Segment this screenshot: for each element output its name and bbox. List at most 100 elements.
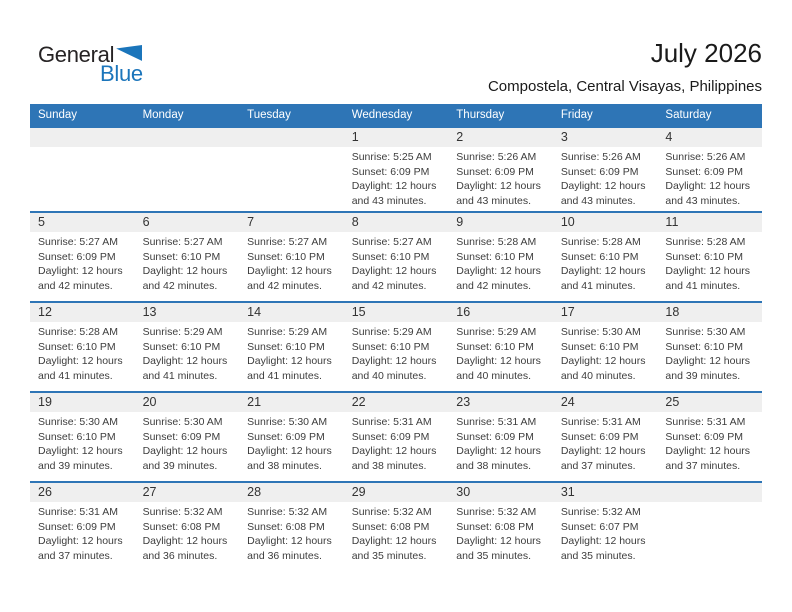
day-cell-23: 23 Sunrise: 5:31 AM Sunset: 6:09 PM Dayligh… [448, 393, 553, 481]
day-number: 4 [657, 128, 762, 147]
daylight-line-2: and 41 minutes. [560, 279, 636, 292]
day-number: 5 [30, 213, 135, 232]
day-details: Sunrise: 5:31 AM Sunset: 6:09 PM Daylight:… [448, 412, 553, 473]
logo-line-1: General [38, 44, 143, 66]
day-cell-24: 24 Sunrise: 5:31 AM Sunset: 6:09 PM Dayligh… [552, 393, 658, 481]
daylight-line-2: and 37 minutes. [38, 549, 113, 562]
day-cell-28: 28 Sunrise: 5:32 AM Sunset: 6:08 PM Dayligh… [239, 483, 344, 571]
page-subtitle: Compostela, Central Visayas, Philippines [487, 78, 762, 95]
week-row-4: 19 Sunrise: 5:30 AM Sunset: 6:10 PM Dayligh… [30, 391, 762, 481]
day-details: Sunrise: 5:32 AM Sunset: 6:08 PM Daylight:… [448, 502, 553, 563]
weekday-header-sunday: Sunday [38, 109, 78, 121]
day-number: 27 [134, 483, 240, 502]
day-details: Sunrise: 5:32 AM Sunset: 6:08 PM Daylight:… [135, 502, 240, 563]
sunrise-line: Sunrise: 5:29 AM [142, 326, 223, 338]
daylight-line-2: and 38 minutes. [456, 459, 531, 472]
daylight-line-1: Daylight: 12 hours [247, 445, 332, 458]
logo-triangle-icon [116, 45, 143, 61]
sunset-line: Sunset: 6:10 PM [142, 250, 221, 263]
sunset-line: Sunset: 6:09 PM [456, 165, 534, 178]
daylight-line-1: Daylight: 12 hours [351, 445, 437, 458]
day-number: 31 [552, 483, 658, 502]
daylight-line-1: Daylight: 12 hours [456, 180, 541, 193]
daylight-line-1: Daylight: 12 hours [351, 265, 437, 278]
empty-cell [134, 128, 240, 211]
page-title: July 2026 [650, 38, 762, 68]
day-number: 2 [448, 128, 553, 147]
day-details: Sunrise: 5:27 AM Sunset: 6:09 PM Daylight:… [30, 232, 135, 293]
weeks-container: 1 Sunrise: 5:25 AM Sunset: 6:09 PM Daylight… [30, 126, 762, 571]
day-number: 14 [239, 303, 344, 322]
daylight-line-1: Daylight: 12 hours [560, 445, 646, 458]
day-details: Sunrise: 5:30 AM Sunset: 6:09 PM Daylight:… [239, 412, 344, 473]
day-number: 18 [657, 303, 762, 322]
daylight-line-1: Daylight: 12 hours [665, 445, 751, 458]
day-details: Sunrise: 5:30 AM Sunset: 6:10 PM Daylight:… [30, 412, 135, 473]
day-cell-15: 15 Sunrise: 5:29 AM Sunset: 6:10 PM Dayligh… [343, 303, 449, 391]
daylight-line-2: and 41 minutes. [38, 369, 113, 382]
day-details: Sunrise: 5:28 AM Sunset: 6:10 PM Daylight:… [657, 232, 762, 293]
sunset-line: Sunset: 6:10 PM [38, 340, 116, 353]
day-cell-1: 1 Sunrise: 5:25 AM Sunset: 6:09 PM Daylight… [343, 128, 449, 211]
sunrise-line: Sunrise: 5:30 AM [665, 326, 746, 338]
sunset-line: Sunset: 6:09 PM [560, 165, 639, 178]
daylight-line-1: Daylight: 12 hours [351, 180, 437, 193]
sunrise-line: Sunrise: 5:26 AM [560, 151, 641, 163]
logo-text-blue: Blue [100, 61, 143, 86]
weekday-header-monday: Monday [142, 109, 184, 121]
sunset-line: Sunset: 6:08 PM [351, 520, 430, 533]
daylight-line-2: and 39 minutes. [142, 459, 218, 472]
day-number: 3 [552, 128, 658, 147]
sunset-line: Sunset: 6:10 PM [351, 340, 430, 353]
sunrise-line: Sunrise: 5:30 AM [38, 416, 118, 428]
day-number: 24 [552, 393, 658, 412]
day-cell-3: 3 Sunrise: 5:26 AM Sunset: 6:09 PM Daylight… [552, 128, 658, 211]
day-number-empty [134, 128, 240, 147]
daylight-line-1: Daylight: 12 hours [560, 180, 646, 193]
day-number: 23 [448, 393, 553, 412]
day-cell-4: 4 Sunrise: 5:26 AM Sunset: 6:09 PM Daylight… [657, 128, 762, 211]
day-number: 26 [30, 483, 135, 502]
sunrise-line: Sunrise: 5:25 AM [351, 151, 432, 163]
daylight-line-1: Daylight: 12 hours [560, 535, 646, 548]
sunrise-line: Sunrise: 5:31 AM [38, 506, 118, 518]
daylight-line-1: Daylight: 12 hours [560, 265, 646, 278]
day-number: 9 [448, 213, 553, 232]
day-cell-20: 20 Sunrise: 5:30 AM Sunset: 6:09 PM Dayligh… [134, 393, 240, 481]
sunrise-line: Sunrise: 5:27 AM [247, 236, 328, 248]
daylight-line-2: and 38 minutes. [351, 459, 427, 472]
title-block: July 2026 Compostela, Central Visayas, P… [488, 38, 762, 95]
sunset-line: Sunset: 6:08 PM [247, 520, 325, 533]
day-cell-27: 27 Sunrise: 5:32 AM Sunset: 6:08 PM Dayligh… [134, 483, 240, 571]
day-cell-19: 19 Sunrise: 5:30 AM Sunset: 6:10 PM Dayligh… [30, 393, 135, 481]
sunrise-line: Sunrise: 5:27 AM [38, 236, 118, 248]
sunrise-line: Sunrise: 5:29 AM [351, 326, 432, 338]
daylight-line-1: Daylight: 12 hours [456, 445, 541, 458]
day-number: 7 [239, 213, 344, 232]
empty-cell [657, 483, 762, 571]
day-number: 21 [239, 393, 344, 412]
daylight-line-2: and 36 minutes. [247, 549, 322, 562]
sunset-line: Sunset: 6:10 PM [665, 340, 744, 353]
sunset-line: Sunset: 6:09 PM [142, 430, 221, 443]
daylight-line-2: and 43 minutes. [351, 194, 427, 207]
day-details: Sunrise: 5:29 AM Sunset: 6:10 PM Daylight:… [448, 322, 553, 383]
daylight-line-2: and 35 minutes. [560, 549, 636, 562]
day-details: Sunrise: 5:32 AM Sunset: 6:08 PM Daylight:… [239, 502, 344, 563]
daylight-line-1: Daylight: 12 hours [142, 355, 228, 368]
sunset-line: Sunset: 6:10 PM [560, 340, 639, 353]
sunrise-line: Sunrise: 5:32 AM [142, 506, 223, 518]
weekday-header-friday: Friday [560, 109, 593, 121]
daylight-line-1: Daylight: 12 hours [456, 535, 541, 548]
day-number: 13 [134, 303, 240, 322]
sunset-line: Sunset: 6:09 PM [665, 430, 744, 443]
day-details: Sunrise: 5:29 AM Sunset: 6:10 PM Daylight:… [135, 322, 240, 383]
week-row-1: 1 Sunrise: 5:25 AM Sunset: 6:09 PM Daylight… [30, 126, 762, 211]
daylight-line-1: Daylight: 12 hours [665, 355, 751, 368]
day-cell-2: 2 Sunrise: 5:26 AM Sunset: 6:09 PM Daylight… [448, 128, 553, 211]
sunrise-line: Sunrise: 5:28 AM [665, 236, 746, 248]
day-cell-17: 17 Sunrise: 5:30 AM Sunset: 6:10 PM Dayligh… [552, 303, 658, 391]
day-cell-25: 25 Sunrise: 5:31 AM Sunset: 6:09 PM Dayligh… [657, 393, 762, 481]
daylight-line-1: Daylight: 12 hours [665, 265, 751, 278]
day-cell-14: 14 Sunrise: 5:29 AM Sunset: 6:10 PM Dayligh… [239, 303, 344, 391]
